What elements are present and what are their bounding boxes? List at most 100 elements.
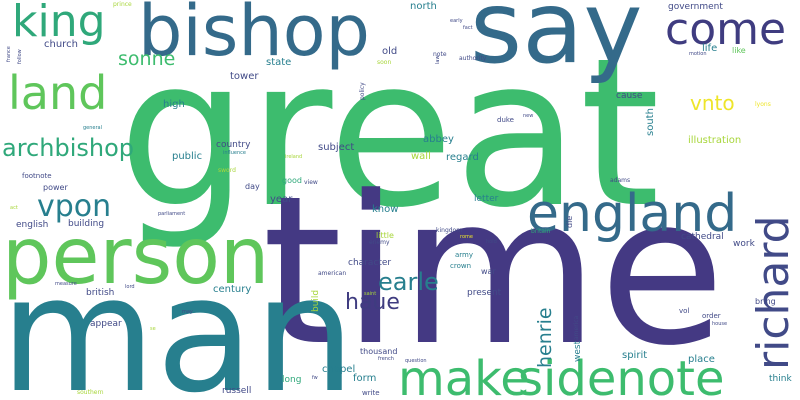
- word-abbey: abbey: [423, 134, 454, 145]
- word-rome: rome: [460, 234, 473, 240]
- word-cause: cause: [616, 91, 643, 101]
- word-french: french: [378, 356, 394, 362]
- word-place: place: [688, 354, 715, 365]
- word-american: american: [318, 270, 347, 277]
- word-archbishop: archbishop: [2, 134, 134, 162]
- word-vpon: vpon: [37, 189, 112, 224]
- word-law: law: [435, 55, 441, 64]
- word-france: france: [6, 46, 12, 62]
- word-form: form: [353, 373, 377, 384]
- word-government: government: [668, 2, 723, 12]
- word-die: die: [565, 215, 574, 228]
- word-russell: russell: [222, 386, 252, 396]
- word-build: build: [311, 289, 321, 312]
- word-good: good: [282, 176, 302, 185]
- word-come: come: [665, 4, 787, 55]
- word-south: south: [645, 108, 656, 136]
- word-say: say: [470, 0, 643, 86]
- word-england: england: [527, 184, 738, 244]
- word-vol: vol: [679, 307, 690, 315]
- word-soon: soon: [377, 59, 392, 66]
- word-wall: wall: [411, 151, 431, 162]
- word-ireland: ireland: [285, 154, 303, 160]
- word-act: act: [10, 205, 18, 211]
- word-sidenote: sidenote: [518, 351, 725, 400]
- word-present: present: [467, 288, 502, 298]
- word-policy: policy: [359, 82, 366, 100]
- word-little: little: [376, 231, 394, 240]
- word-work: work: [733, 239, 755, 249]
- word-regard: regard: [446, 152, 479, 163]
- word-richard: richard: [748, 215, 799, 370]
- word-lord: lord: [125, 284, 135, 290]
- word-life: life: [702, 43, 718, 54]
- word-land: land: [8, 66, 108, 120]
- word-country: country: [216, 140, 251, 150]
- word-church: church: [44, 39, 78, 50]
- word-illustration: illustration: [688, 135, 742, 146]
- word-army: army: [455, 251, 474, 259]
- word-influence: influence: [223, 150, 246, 156]
- word-southern: southern: [77, 389, 104, 396]
- word-king: king: [12, 0, 106, 47]
- word-house: house: [712, 321, 728, 327]
- word-vnto: vnto: [690, 91, 735, 115]
- word-year: year: [270, 194, 293, 205]
- word-sonne: sonne: [118, 48, 176, 70]
- word-fact: fact: [463, 25, 473, 31]
- word-britain: britain: [531, 228, 551, 235]
- word-century: century: [213, 284, 252, 295]
- word-henrie: henrie: [534, 307, 556, 368]
- word-note: note: [433, 51, 447, 58]
- word-high: high: [163, 99, 185, 110]
- word-motion: motion: [689, 51, 707, 57]
- word-sword: sword: [218, 167, 236, 174]
- word-building: building: [68, 219, 105, 229]
- word-haue: haue: [345, 290, 400, 315]
- word-lyons: lyons: [755, 101, 771, 108]
- word-general: general: [83, 125, 103, 131]
- word-se: se: [150, 326, 156, 332]
- word-know: know: [372, 204, 399, 215]
- word-measure: measure: [55, 281, 77, 287]
- word-cathedral: cathedral: [681, 232, 724, 242]
- word-think: think: [769, 374, 792, 384]
- word-prince: prince: [113, 1, 132, 8]
- word-order: order: [702, 312, 721, 320]
- word-character: character: [348, 258, 392, 268]
- word-may: may: [182, 309, 193, 315]
- word-chapel: chapel: [322, 364, 356, 375]
- word-old: old: [382, 46, 398, 57]
- word-man: man: [0, 241, 356, 400]
- word-view: view: [304, 179, 318, 186]
- word-hold: hold: [486, 239, 497, 245]
- word-british: british: [86, 288, 115, 298]
- word-time: time: [262, 153, 726, 391]
- word-bishop: bishop: [138, 0, 370, 72]
- word-write: write: [362, 389, 380, 397]
- word-day: day: [245, 182, 260, 191]
- word-bring: bring: [755, 297, 776, 306]
- word-fw: fw: [312, 375, 318, 381]
- word-make: make: [398, 351, 530, 400]
- word-new: new: [523, 113, 534, 119]
- word-like: like: [732, 46, 746, 55]
- word-public: public: [172, 151, 203, 162]
- word-question: question: [405, 358, 427, 364]
- word-north: north: [410, 1, 437, 12]
- word-america: america: [573, 315, 580, 340]
- word-duke: duke: [497, 116, 514, 124]
- word-subject: subject: [318, 142, 355, 153]
- word-spirit: spirit: [622, 350, 648, 361]
- word-crown: crown: [450, 262, 472, 270]
- word-power: power: [43, 183, 68, 192]
- word-state: state: [266, 57, 292, 68]
- word-long: long: [282, 375, 302, 385]
- word-adams: adams: [610, 177, 631, 184]
- word-earle: earle: [378, 268, 439, 296]
- word-english: english: [16, 220, 49, 230]
- word-footnote: footnote: [22, 172, 52, 180]
- word-kingdom: kingdom: [436, 227, 463, 234]
- word-saint: saint: [364, 291, 377, 297]
